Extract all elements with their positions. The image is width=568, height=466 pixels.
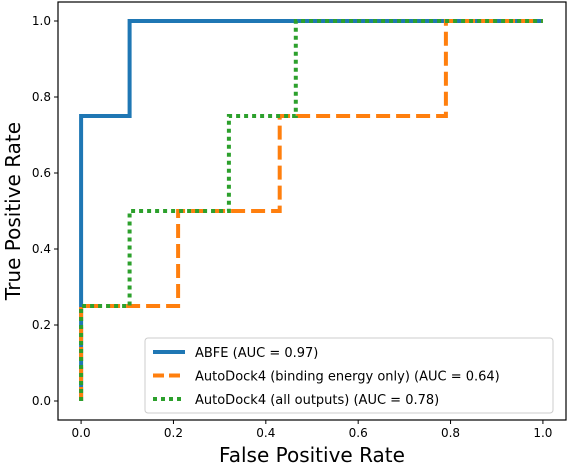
x-tick-label: 0.6 xyxy=(349,426,368,440)
x-tick-label: 0.8 xyxy=(441,426,460,440)
legend-label-1: ABFE (AUC = 0.97) xyxy=(195,346,318,361)
y-tick-label: 0.0 xyxy=(32,394,51,408)
y-axis-title: True Positive Rate xyxy=(1,122,25,301)
x-tick-label: 0.2 xyxy=(164,426,183,440)
y-tick-label: 0.6 xyxy=(32,166,51,180)
y-tick-label: 0.2 xyxy=(32,318,51,332)
series-line-2 xyxy=(79,19,543,401)
x-tick-label: 1.0 xyxy=(533,426,552,440)
x-tick-label: 0.4 xyxy=(256,426,275,440)
legend: ABFE (AUC = 0.97) AutoDock4 (binding ener… xyxy=(144,337,554,414)
x-axis-title: False Positive Rate xyxy=(219,443,405,466)
series-layer xyxy=(79,19,543,401)
plot-frame xyxy=(57,1,567,421)
y-tick-label: 0.8 xyxy=(32,90,51,104)
ticks-layer: 0.0 0.2 0.4 0.6 0.8 1.0 0.0 0.2 0.4 0.6 0.8 1.0 xyxy=(32,14,553,440)
legend-label-3: AutoDock4 (all outputs) (AUC = 0.78) xyxy=(195,393,439,408)
y-tick-label: 0.4 xyxy=(32,242,51,256)
series-line-3 xyxy=(79,19,543,401)
legend-box xyxy=(144,337,554,414)
series-line-1 xyxy=(79,19,543,401)
legend-label-2: AutoDock4 (binding energy only) (AUC = 0… xyxy=(195,370,500,385)
x-tick-label: 0.0 xyxy=(72,426,91,440)
y-tick-label: 1.0 xyxy=(32,14,51,28)
